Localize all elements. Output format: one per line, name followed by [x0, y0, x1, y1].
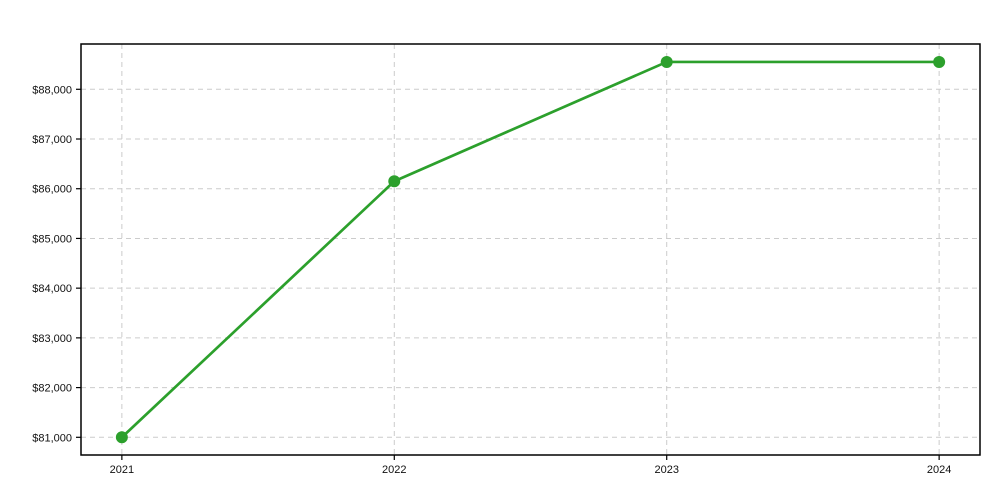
y-tick-label: $82,000	[32, 383, 72, 395]
trend-line	[120, 60, 941, 439]
data-point	[388, 175, 401, 188]
data-point	[115, 431, 128, 444]
y-tick-label: $84,000	[32, 283, 72, 295]
x-tick-label: 2021	[110, 464, 134, 476]
y-tick-label: $85,000	[32, 233, 72, 245]
data-point	[933, 55, 946, 68]
x-tick-label: 2023	[654, 464, 678, 476]
y-tick-label: $86,000	[32, 184, 72, 196]
x-tick-label: 2022	[382, 464, 406, 476]
y-tick-label: $81,000	[32, 432, 72, 444]
plot-border	[80, 43, 981, 456]
data-point	[660, 55, 673, 68]
x-tick-label: 2024	[927, 464, 951, 476]
y-tick-label: $87,000	[32, 134, 72, 146]
y-tick-label: $83,000	[32, 333, 72, 345]
y-tick-label: $88,000	[32, 84, 72, 96]
